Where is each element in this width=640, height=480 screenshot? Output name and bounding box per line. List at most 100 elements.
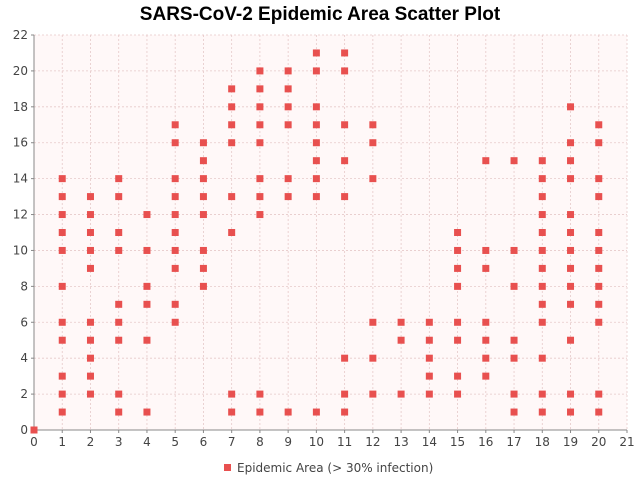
data-point: [312, 49, 320, 57]
x-tick-label: 20: [591, 435, 606, 449]
data-point: [341, 354, 349, 362]
x-tick-label: 15: [450, 435, 465, 449]
data-point: [538, 157, 546, 165]
data-point: [58, 282, 66, 290]
data-point: [171, 139, 179, 147]
data-point: [510, 282, 518, 290]
data-point: [284, 121, 292, 129]
axes: [33, 35, 627, 431]
plot-area: [34, 35, 627, 430]
data-point: [58, 318, 66, 326]
data-point: [567, 336, 575, 344]
data-point: [482, 157, 490, 165]
data-point: [595, 264, 603, 272]
data-points: [30, 49, 603, 434]
data-point: [171, 121, 179, 129]
data-point: [115, 300, 123, 308]
data-point: [256, 85, 264, 93]
data-point: [86, 354, 94, 362]
y-tick-label: 20: [13, 64, 28, 78]
data-point: [510, 246, 518, 254]
x-tick-label: 8: [256, 435, 264, 449]
data-point: [538, 229, 546, 236]
y-tick-label: 0: [20, 423, 28, 437]
data-point: [86, 229, 94, 236]
data-point: [115, 246, 123, 254]
data-point: [510, 408, 518, 416]
data-point: [454, 318, 462, 326]
data-point: [312, 157, 320, 165]
data-point: [595, 139, 603, 147]
data-point: [284, 408, 292, 416]
data-point: [143, 300, 151, 308]
data-point: [341, 390, 349, 398]
data-point: [143, 282, 151, 290]
data-point: [312, 139, 320, 147]
data-point: [312, 103, 320, 111]
data-point: [171, 229, 179, 236]
data-point: [595, 121, 603, 129]
data-point: [115, 336, 123, 344]
data-point: [567, 211, 575, 219]
y-tick-label: 12: [13, 208, 28, 222]
data-point: [86, 318, 94, 326]
data-point: [538, 282, 546, 290]
data-point: [397, 390, 405, 398]
data-point: [538, 264, 546, 272]
data-point: [199, 175, 207, 183]
data-point: [567, 103, 575, 111]
data-point: [312, 408, 320, 416]
grid-lines: [33, 34, 628, 431]
data-point: [115, 318, 123, 326]
data-point: [256, 67, 264, 75]
data-point: [482, 246, 490, 254]
data-point: [454, 246, 462, 254]
data-point: [143, 246, 151, 254]
data-point: [538, 318, 546, 326]
data-point: [510, 336, 518, 344]
x-tick-label: 14: [422, 435, 437, 449]
data-point: [58, 175, 66, 183]
data-point: [538, 300, 546, 308]
x-tick-label: 9: [284, 435, 292, 449]
y-tick-label: 16: [13, 136, 28, 150]
data-point: [228, 408, 236, 416]
data-point: [595, 408, 603, 416]
data-point: [567, 246, 575, 254]
data-point: [199, 264, 207, 272]
data-point: [595, 246, 603, 254]
y-tick-label: 22: [13, 28, 28, 42]
data-point: [595, 229, 603, 236]
x-tick-label: 0: [30, 435, 38, 449]
data-point: [538, 193, 546, 201]
data-point: [256, 211, 264, 219]
x-tick-label: 21: [619, 435, 634, 449]
data-point: [454, 229, 462, 236]
data-point: [567, 264, 575, 272]
data-point: [284, 193, 292, 201]
data-point: [397, 336, 405, 344]
data-point: [425, 372, 433, 380]
data-point: [86, 193, 94, 201]
y-tick-label: 10: [13, 243, 28, 257]
x-tick-label: 16: [478, 435, 493, 449]
data-point: [567, 390, 575, 398]
data-point: [199, 157, 207, 165]
data-point: [369, 121, 377, 129]
data-point: [567, 157, 575, 165]
data-point: [595, 300, 603, 308]
data-point: [228, 139, 236, 147]
x-tick-label: 5: [171, 435, 179, 449]
data-point: [256, 390, 264, 398]
x-tick-label: 2: [87, 435, 95, 449]
data-point: [171, 193, 179, 201]
data-point: [143, 408, 151, 416]
data-point: [86, 246, 94, 254]
data-point: [454, 282, 462, 290]
data-point: [171, 264, 179, 272]
x-tick-label: 17: [506, 435, 521, 449]
data-point: [538, 211, 546, 219]
data-point: [228, 121, 236, 129]
data-point: [454, 390, 462, 398]
